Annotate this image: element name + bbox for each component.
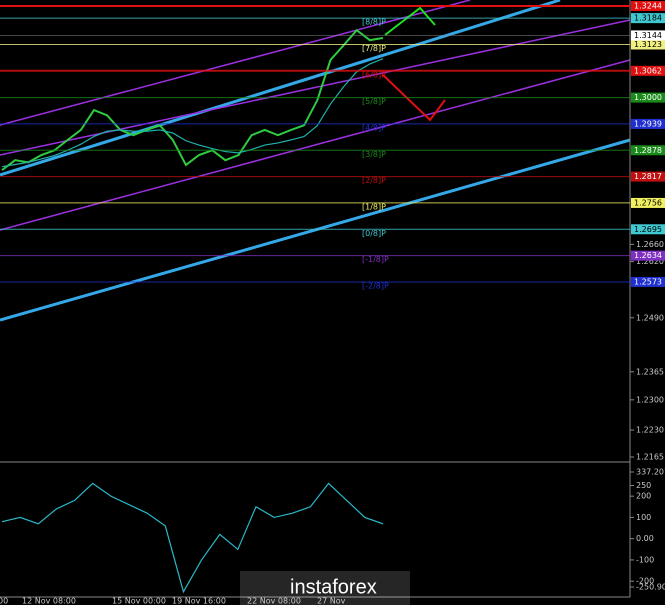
price-label: 1.3184 bbox=[634, 14, 662, 23]
price-label: 1.3062 bbox=[634, 66, 662, 75]
murray-name: [-2/8]P bbox=[362, 281, 389, 290]
y-tick-label: 250 bbox=[636, 481, 651, 490]
price-box bbox=[631, 171, 665, 182]
murray-name: [2/8]P bbox=[362, 176, 386, 185]
y-tick-label: 1.2660 bbox=[636, 240, 664, 249]
price-box bbox=[631, 39, 665, 50]
y-tick-label: 1.2490 bbox=[636, 313, 664, 322]
price-label: 1.2695 bbox=[634, 225, 662, 234]
price-box bbox=[631, 1, 665, 11]
price-box bbox=[631, 65, 665, 76]
murray-name: [4/8]P bbox=[362, 123, 386, 132]
price-box bbox=[631, 250, 665, 261]
murray-name: [6/8]P bbox=[362, 70, 386, 79]
series-line bbox=[1, 482, 384, 594]
price-box bbox=[631, 197, 665, 208]
series-line bbox=[1, 28, 384, 171]
murray-name: [1/8]P bbox=[362, 202, 386, 211]
y-tick-label: -100 bbox=[636, 555, 654, 564]
price-box bbox=[631, 92, 665, 103]
y-tick-label: 1.2365 bbox=[636, 367, 664, 376]
x-tick-label: 19 Nov 16:00 bbox=[172, 597, 226, 605]
y-tick-label: 0.00 bbox=[636, 534, 654, 543]
x-tick-label: 15 Nov 00:00 bbox=[112, 597, 166, 605]
price-box bbox=[631, 13, 665, 24]
price-label: 1.2634 bbox=[634, 251, 662, 260]
price-box bbox=[631, 30, 665, 41]
murray-name: [7/8]P bbox=[362, 44, 386, 53]
price-label: 1.3123 bbox=[634, 40, 662, 49]
price-box bbox=[631, 118, 665, 129]
logo: instaforex bbox=[290, 576, 377, 598]
y-tick-label: 200 bbox=[636, 492, 651, 501]
x-tick-label: 12 Nov 08:00 bbox=[22, 597, 76, 605]
price-label: 1.2878 bbox=[634, 146, 662, 155]
price-box bbox=[631, 276, 665, 287]
x-tick-label: 00 bbox=[0, 597, 8, 605]
price-label: 1.2756 bbox=[634, 198, 662, 207]
price-label: 1.2817 bbox=[634, 172, 662, 181]
murray-name: [-1/8]P bbox=[362, 255, 389, 264]
y-tick-label: -250.9035 bbox=[636, 583, 665, 592]
murray-name: [8/8]P bbox=[362, 18, 386, 27]
y-tick-label: -200 bbox=[636, 577, 654, 586]
price-box bbox=[631, 145, 665, 156]
murray-name: [0/8]P bbox=[362, 229, 386, 238]
y-tick-label: 1.2165 bbox=[636, 453, 664, 462]
y-tick-label: 1.2300 bbox=[636, 395, 664, 404]
price-label: 1.3000 bbox=[634, 93, 662, 102]
series-line bbox=[1, 58, 384, 168]
y-tick-label: 337.2079 bbox=[636, 468, 665, 477]
y-tick-label: 100 bbox=[636, 513, 651, 522]
x-tick-label: 27 Nov bbox=[317, 597, 346, 605]
price-label: 1.2939 bbox=[634, 119, 662, 128]
x-tick-label: 22 Nov 08:00 bbox=[247, 597, 301, 605]
price-label: 1.3244 bbox=[634, 2, 662, 11]
price-box bbox=[631, 224, 665, 235]
logo-box bbox=[240, 571, 410, 605]
y-tick-label: 1.2620 bbox=[636, 257, 664, 266]
murray-name: [5/8]P bbox=[362, 97, 386, 106]
murray-name: [3/8]P bbox=[362, 150, 386, 159]
price-label: 1.3144 bbox=[634, 31, 662, 40]
y-tick-label: 1.2230 bbox=[636, 426, 664, 435]
price-label: 1.2573 bbox=[634, 277, 662, 286]
